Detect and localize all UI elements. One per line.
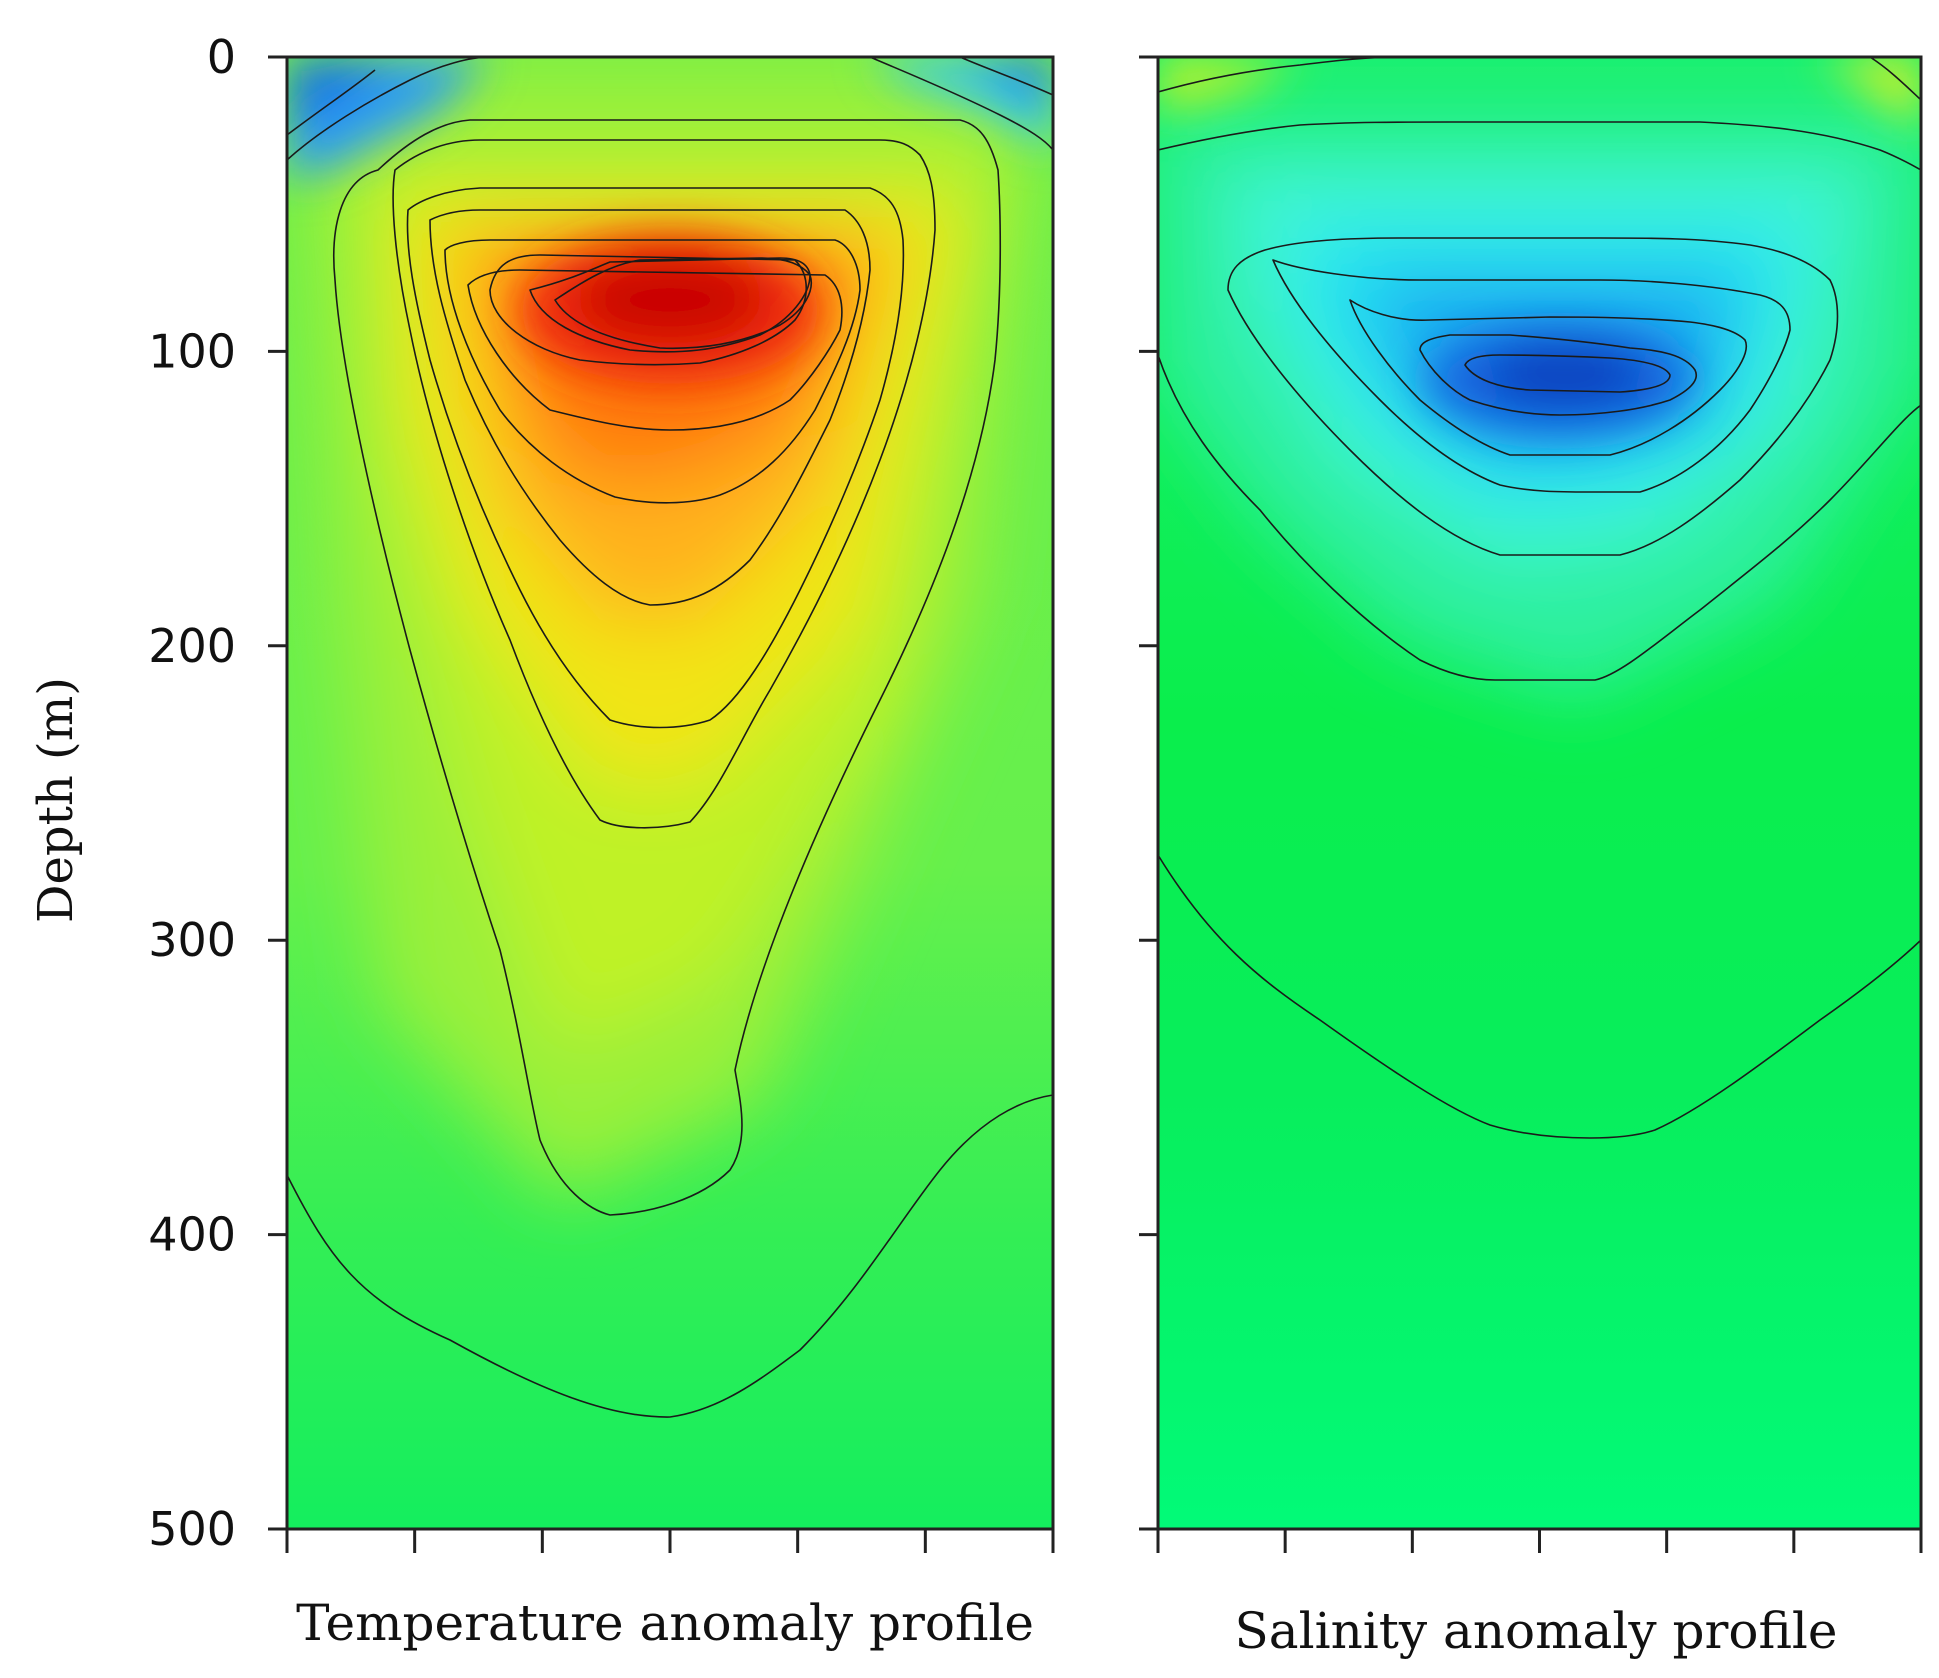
left-y-axis: 0 100 200 300 400 500 [148, 30, 287, 1556]
left-x-axis [285, 1529, 1055, 1553]
temperature-panel-title: Temperature anomaly profile [296, 1594, 1034, 1652]
y-tick-label: 200 [148, 619, 236, 673]
y-tick-label: 300 [148, 913, 236, 967]
y-axis-title: Depth (m) [28, 677, 84, 923]
salinity-heatmap [1158, 57, 1921, 1529]
y-tick-label: 500 [148, 1502, 236, 1556]
temperature-contours [287, 57, 1053, 1418]
y-tick-label: 0 [207, 30, 236, 84]
right-x-axis [1156, 1529, 1923, 1553]
temperature-heatmap [287, 57, 1053, 1529]
salinity-panel-title: Salinity anomaly profile [1235, 1602, 1838, 1660]
y-tick-label: 400 [148, 1208, 236, 1262]
right-y-axis [1139, 55, 1158, 1531]
y-tick-label: 100 [148, 324, 236, 378]
